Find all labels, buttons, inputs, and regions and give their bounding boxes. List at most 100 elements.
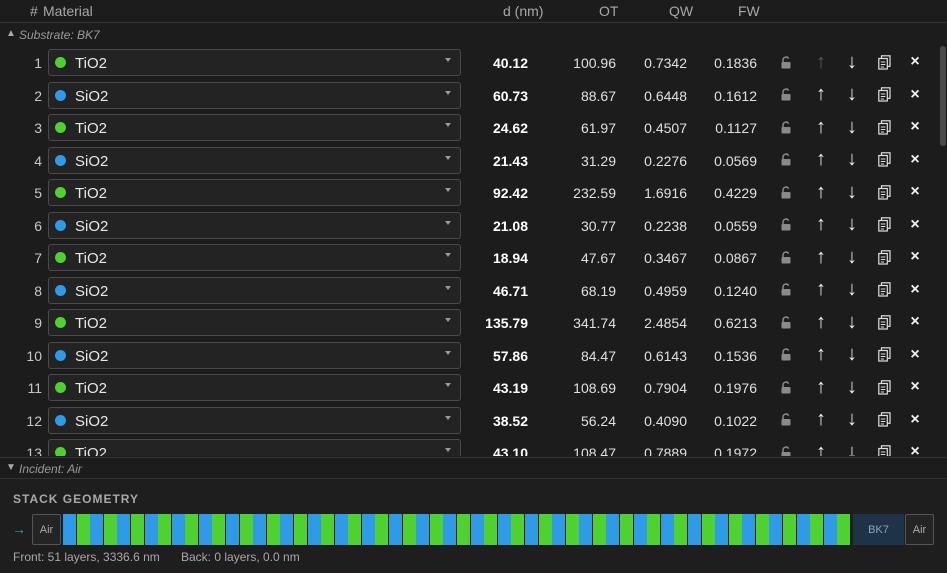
scrollbar-thumb[interactable]	[940, 46, 946, 146]
close-icon[interactable]: ×	[910, 183, 920, 200]
material-dropdown[interactable]: SiO2	[48, 276, 461, 304]
material-dropdown[interactable]: TiO2	[48, 374, 461, 401]
material-dropdown[interactable]: SiO2	[48, 406, 461, 434]
move-up-icon[interactable]: ↑	[816, 310, 826, 333]
close-icon[interactable]: ×	[910, 85, 920, 103]
copy-icon[interactable]	[874, 410, 894, 430]
copy-icon[interactable]	[874, 247, 894, 267]
material-dropdown[interactable]: SiO2	[48, 211, 461, 239]
close-icon[interactable]: ×	[910, 443, 920, 456]
copy-icon[interactable]	[874, 182, 894, 202]
move-up-icon[interactable]: ↑	[816, 180, 826, 203]
header-material[interactable]: Material	[43, 3, 93, 19]
thickness-value[interactable]: 21.43	[492, 152, 528, 169]
lock-open-icon[interactable]	[776, 247, 796, 267]
copy-icon[interactable]	[874, 345, 894, 365]
material-dropdown[interactable]: TiO2	[48, 244, 461, 271]
material-dropdown[interactable]: TiO2	[48, 179, 461, 206]
copy-icon[interactable]	[874, 117, 894, 137]
move-up-icon[interactable]: ↑	[816, 148, 826, 170]
move-up-icon[interactable]: ↑	[816, 408, 826, 430]
close-icon[interactable]: ×	[910, 53, 920, 70]
material-dropdown[interactable]: TiO2	[48, 49, 461, 76]
lock-open-icon[interactable]	[776, 215, 796, 235]
incident-section-toggle[interactable]: ▼ Incident: Air	[0, 457, 947, 478]
move-up-icon[interactable]: ↑	[816, 245, 826, 268]
move-down-icon[interactable]: ↓	[847, 278, 857, 300]
scrollbar[interactable]	[939, 46, 947, 456]
thickness-value[interactable]: 43.19	[492, 380, 528, 396]
copy-icon[interactable]	[874, 312, 894, 332]
header-qw[interactable]: QW	[669, 3, 694, 19]
lock-open-icon[interactable]	[776, 280, 796, 300]
move-down-icon[interactable]: ↓	[847, 343, 857, 365]
move-down-icon[interactable]: ↓	[847, 50, 857, 73]
lock-open-icon[interactable]	[776, 52, 796, 72]
thickness-value[interactable]: 135.79	[485, 315, 528, 331]
lock-open-icon[interactable]	[776, 182, 796, 202]
header-fw[interactable]: FW	[738, 3, 760, 19]
close-icon[interactable]: ×	[910, 378, 920, 395]
material-dropdown[interactable]: TiO2	[48, 439, 461, 456]
lock-open-icon[interactable]	[776, 150, 796, 170]
move-down-icon[interactable]: ↓	[847, 213, 857, 235]
move-up-icon[interactable]: ↑	[816, 375, 826, 398]
material-dropdown[interactable]: SiO2	[48, 341, 461, 369]
copy-icon[interactable]	[874, 52, 894, 72]
close-icon[interactable]: ×	[910, 150, 920, 168]
thickness-value[interactable]: 18.94	[492, 250, 528, 266]
lock-open-icon[interactable]	[776, 345, 796, 365]
lock-open-icon[interactable]	[776, 377, 796, 397]
lock-open-icon[interactable]	[776, 85, 796, 105]
close-icon[interactable]: ×	[910, 280, 920, 298]
lock-open-icon[interactable]	[776, 117, 796, 137]
lock-open-icon[interactable]	[776, 410, 796, 430]
substrate-section-toggle[interactable]: ▲ Substrate: BK7	[0, 24, 947, 46]
move-up-icon[interactable]: ↑	[816, 343, 826, 365]
copy-icon[interactable]	[874, 215, 894, 235]
thickness-value[interactable]: 57.86	[492, 347, 528, 364]
thickness-value[interactable]: 38.52	[492, 412, 528, 429]
move-up-icon[interactable]: ↑	[816, 278, 826, 300]
thickness-value[interactable]: 60.73	[492, 87, 528, 104]
move-up-icon[interactable]: ↑	[816, 115, 826, 138]
thickness-value[interactable]: 43.10	[492, 445, 528, 456]
move-down-icon[interactable]: ↓	[847, 408, 857, 430]
move-up-icon[interactable]: ↑	[816, 50, 826, 73]
close-icon[interactable]: ×	[910, 215, 920, 233]
material-dropdown[interactable]: SiO2	[48, 81, 461, 109]
thickness-value[interactable]: 40.12	[492, 55, 528, 71]
close-icon[interactable]: ×	[910, 313, 920, 330]
copy-icon[interactable]	[874, 442, 894, 456]
move-down-icon[interactable]: ↓	[847, 310, 857, 333]
move-up-icon[interactable]: ↑	[816, 83, 826, 105]
header-ot[interactable]: OT	[599, 3, 619, 19]
thickness-value[interactable]: 92.42	[492, 185, 528, 201]
thickness-value[interactable]: 21.08	[492, 217, 528, 234]
move-down-icon[interactable]: ↓	[847, 245, 857, 268]
copy-icon[interactable]	[874, 150, 894, 170]
thickness-value[interactable]: 46.71	[492, 282, 528, 299]
move-down-icon[interactable]: ↓	[847, 180, 857, 203]
copy-icon[interactable]	[874, 85, 894, 105]
material-dropdown[interactable]: SiO2	[48, 146, 461, 174]
copy-icon[interactable]	[874, 280, 894, 300]
header-d[interactable]: d (nm)	[503, 3, 544, 19]
move-down-icon[interactable]: ↓	[847, 148, 857, 170]
close-icon[interactable]: ×	[910, 345, 920, 363]
copy-icon[interactable]	[874, 377, 894, 397]
move-up-icon[interactable]: ↑	[816, 213, 826, 235]
move-down-icon[interactable]: ↓	[847, 440, 857, 457]
lock-open-icon[interactable]	[776, 312, 796, 332]
close-icon[interactable]: ×	[910, 248, 920, 265]
close-icon[interactable]: ×	[910, 118, 920, 135]
move-up-icon[interactable]: ↑	[816, 440, 826, 457]
thickness-value[interactable]: 24.62	[492, 120, 528, 136]
close-icon[interactable]: ×	[910, 410, 920, 428]
move-down-icon[interactable]: ↓	[847, 115, 857, 138]
move-down-icon[interactable]: ↓	[847, 83, 857, 105]
lock-open-icon[interactable]	[776, 442, 796, 456]
move-down-icon[interactable]: ↓	[847, 375, 857, 398]
material-dropdown[interactable]: TiO2	[48, 309, 461, 336]
material-dropdown[interactable]: TiO2	[48, 114, 461, 141]
